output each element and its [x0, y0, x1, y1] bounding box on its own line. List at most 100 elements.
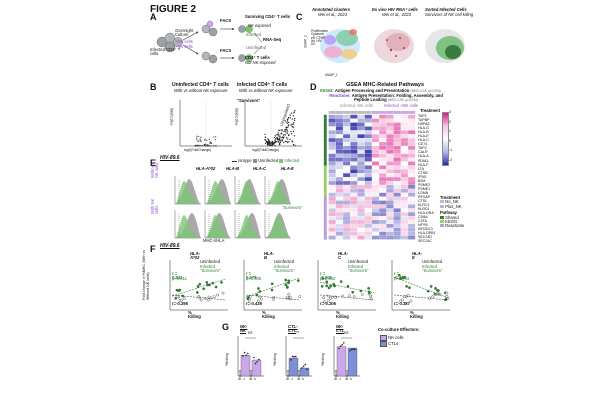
- heatmap-cell: [408, 161, 416, 166]
- volcano-point: [208, 138, 211, 141]
- volcano-point: [277, 132, 279, 134]
- heatmap-cell: [372, 204, 380, 209]
- heatmap-cell: [343, 224, 351, 228]
- heatmap-cell: [335, 231, 343, 236]
- heatmap-cell: [393, 142, 401, 146]
- heatmap-cell: [364, 185, 372, 189]
- heatmap-cell: [372, 161, 380, 166]
- heatmap-cell: [386, 134, 394, 139]
- heatmap-cell: [408, 235, 416, 240]
- colorbar-ticks: 3 2 1 0 -1 -2: [449, 110, 453, 168]
- bar-datapoint: [306, 368, 308, 371]
- bar-nk-ctl-round-1: [336, 346, 347, 377]
- heatmap-cell: [328, 235, 336, 240]
- volcano-point: [292, 123, 295, 125]
- colorbar-tick: -2: [449, 157, 453, 162]
- scatter-point-uninfected: [368, 293, 372, 297]
- scatter-point-uninfected: [221, 291, 225, 295]
- heatmap-cell: [350, 134, 358, 139]
- scatter-point-uninfected: [287, 292, 291, 296]
- heatmap-pathway-cell: [323, 235, 327, 240]
- heatmap-pathway-cell: [323, 126, 327, 131]
- heatmap-cell: [350, 138, 358, 142]
- heatmap-cell: [343, 173, 351, 178]
- scatter-point-uninfected: [323, 300, 326, 304]
- heatmap-cell: [393, 114, 401, 119]
- heatmap-cell: [357, 220, 365, 224]
- heatmap-cell: [379, 177, 387, 181]
- volcano-point: [274, 135, 277, 137]
- volcano-point: [278, 138, 280, 140]
- panel-a-overnight: Overnight Culture: [175, 28, 194, 38]
- bar-datapoint: [352, 348, 354, 350]
- volcano-point: [287, 134, 290, 137]
- legend-treatment-item: No_NK: [445, 199, 459, 205]
- heatmap-cell: [400, 235, 408, 240]
- heatmap-cell: [379, 188, 387, 193]
- heatmap-cell: [357, 130, 365, 135]
- volcano-point: [285, 126, 287, 128]
- heatmap-cell: [379, 157, 387, 162]
- volcano-point: [281, 139, 283, 141]
- heatmap-cell: [408, 181, 416, 185]
- panel-a-infected-tag: Infected: [246, 32, 261, 37]
- infected-swatch: [279, 159, 284, 163]
- heatmap-cell: [350, 224, 358, 228]
- legend-treatment-item: Plus_NK: [445, 203, 462, 209]
- heatmap-cell: [343, 181, 351, 185]
- heatmap-cell: [393, 196, 401, 201]
- volcano-point: [269, 141, 271, 144]
- heatmap-cell: [364, 173, 372, 178]
- heatmap-cell: [372, 181, 380, 185]
- scatter-point-uninfected: [329, 296, 332, 300]
- heatmap-pathway-cell: [323, 181, 327, 186]
- volcano-point: [271, 144, 273, 146]
- heatmap-cell: [335, 208, 343, 213]
- scatter-point-infected: [257, 287, 260, 290]
- heatmap-cell: [328, 118, 336, 123]
- heatmap-cell: [372, 114, 380, 119]
- heatmap-cell: [335, 188, 343, 193]
- heatmap-cell: [379, 216, 387, 220]
- heatmap-cell: [335, 227, 343, 232]
- heatmap-cell: [335, 220, 343, 224]
- volcano-point: [200, 136, 202, 138]
- volcano-point: [268, 140, 270, 142]
- volcano-point: [287, 141, 289, 144]
- heatmap-cell: [400, 212, 408, 217]
- bar-datapoint: [338, 347, 340, 350]
- volcano-point: [266, 141, 268, 143]
- legend-pathway-item: Reactome: [445, 223, 465, 229]
- volcano-point: [272, 143, 275, 145]
- heatmap-cell: [364, 161, 372, 166]
- scatter-point-uninfected: [272, 297, 275, 301]
- scatter-legend-infected: Infected "Survivors": [422, 264, 443, 274]
- scatter-point-infected: [332, 282, 336, 286]
- heatmap-cell: [379, 227, 387, 232]
- scatter-point-infected: [286, 285, 289, 289]
- heatmap-pathway-cell: [323, 177, 327, 182]
- hist-row-without: Without NK cells: [150, 162, 160, 178]
- bar-datapoint: [256, 360, 258, 363]
- bar-datapoint: [302, 365, 305, 368]
- heatmap-cell: [372, 157, 380, 162]
- heatmap-cell: [364, 153, 372, 158]
- bar-ctl-ctl-round-1: [288, 357, 299, 377]
- bar-datapoint: [291, 355, 294, 358]
- scatter-point-infected: [196, 291, 199, 294]
- volcano-point: [290, 130, 292, 133]
- panel-a-infected-label: Infected CD4⁺ T cells: [150, 47, 181, 57]
- heatmap-cell: [386, 153, 394, 158]
- heatmap-cell: [343, 142, 351, 146]
- volcano-point: [288, 121, 290, 124]
- bar-datapoint: [354, 348, 356, 351]
- heatmap-cell: [386, 192, 394, 197]
- panel-a-not-exposed: Not NK exposed: [245, 60, 276, 65]
- heatmap-cell: [386, 224, 394, 228]
- heatmap-gene-label: SEC24C: [418, 239, 432, 244]
- heatmap-cell: [379, 208, 387, 213]
- heatmap-gene-label: HLA-DPB1: [418, 231, 436, 236]
- heatmap-cell: [408, 188, 416, 193]
- volcano-survivors-label: "Survivors": [237, 98, 261, 103]
- panel-a-letter: A: [150, 12, 157, 22]
